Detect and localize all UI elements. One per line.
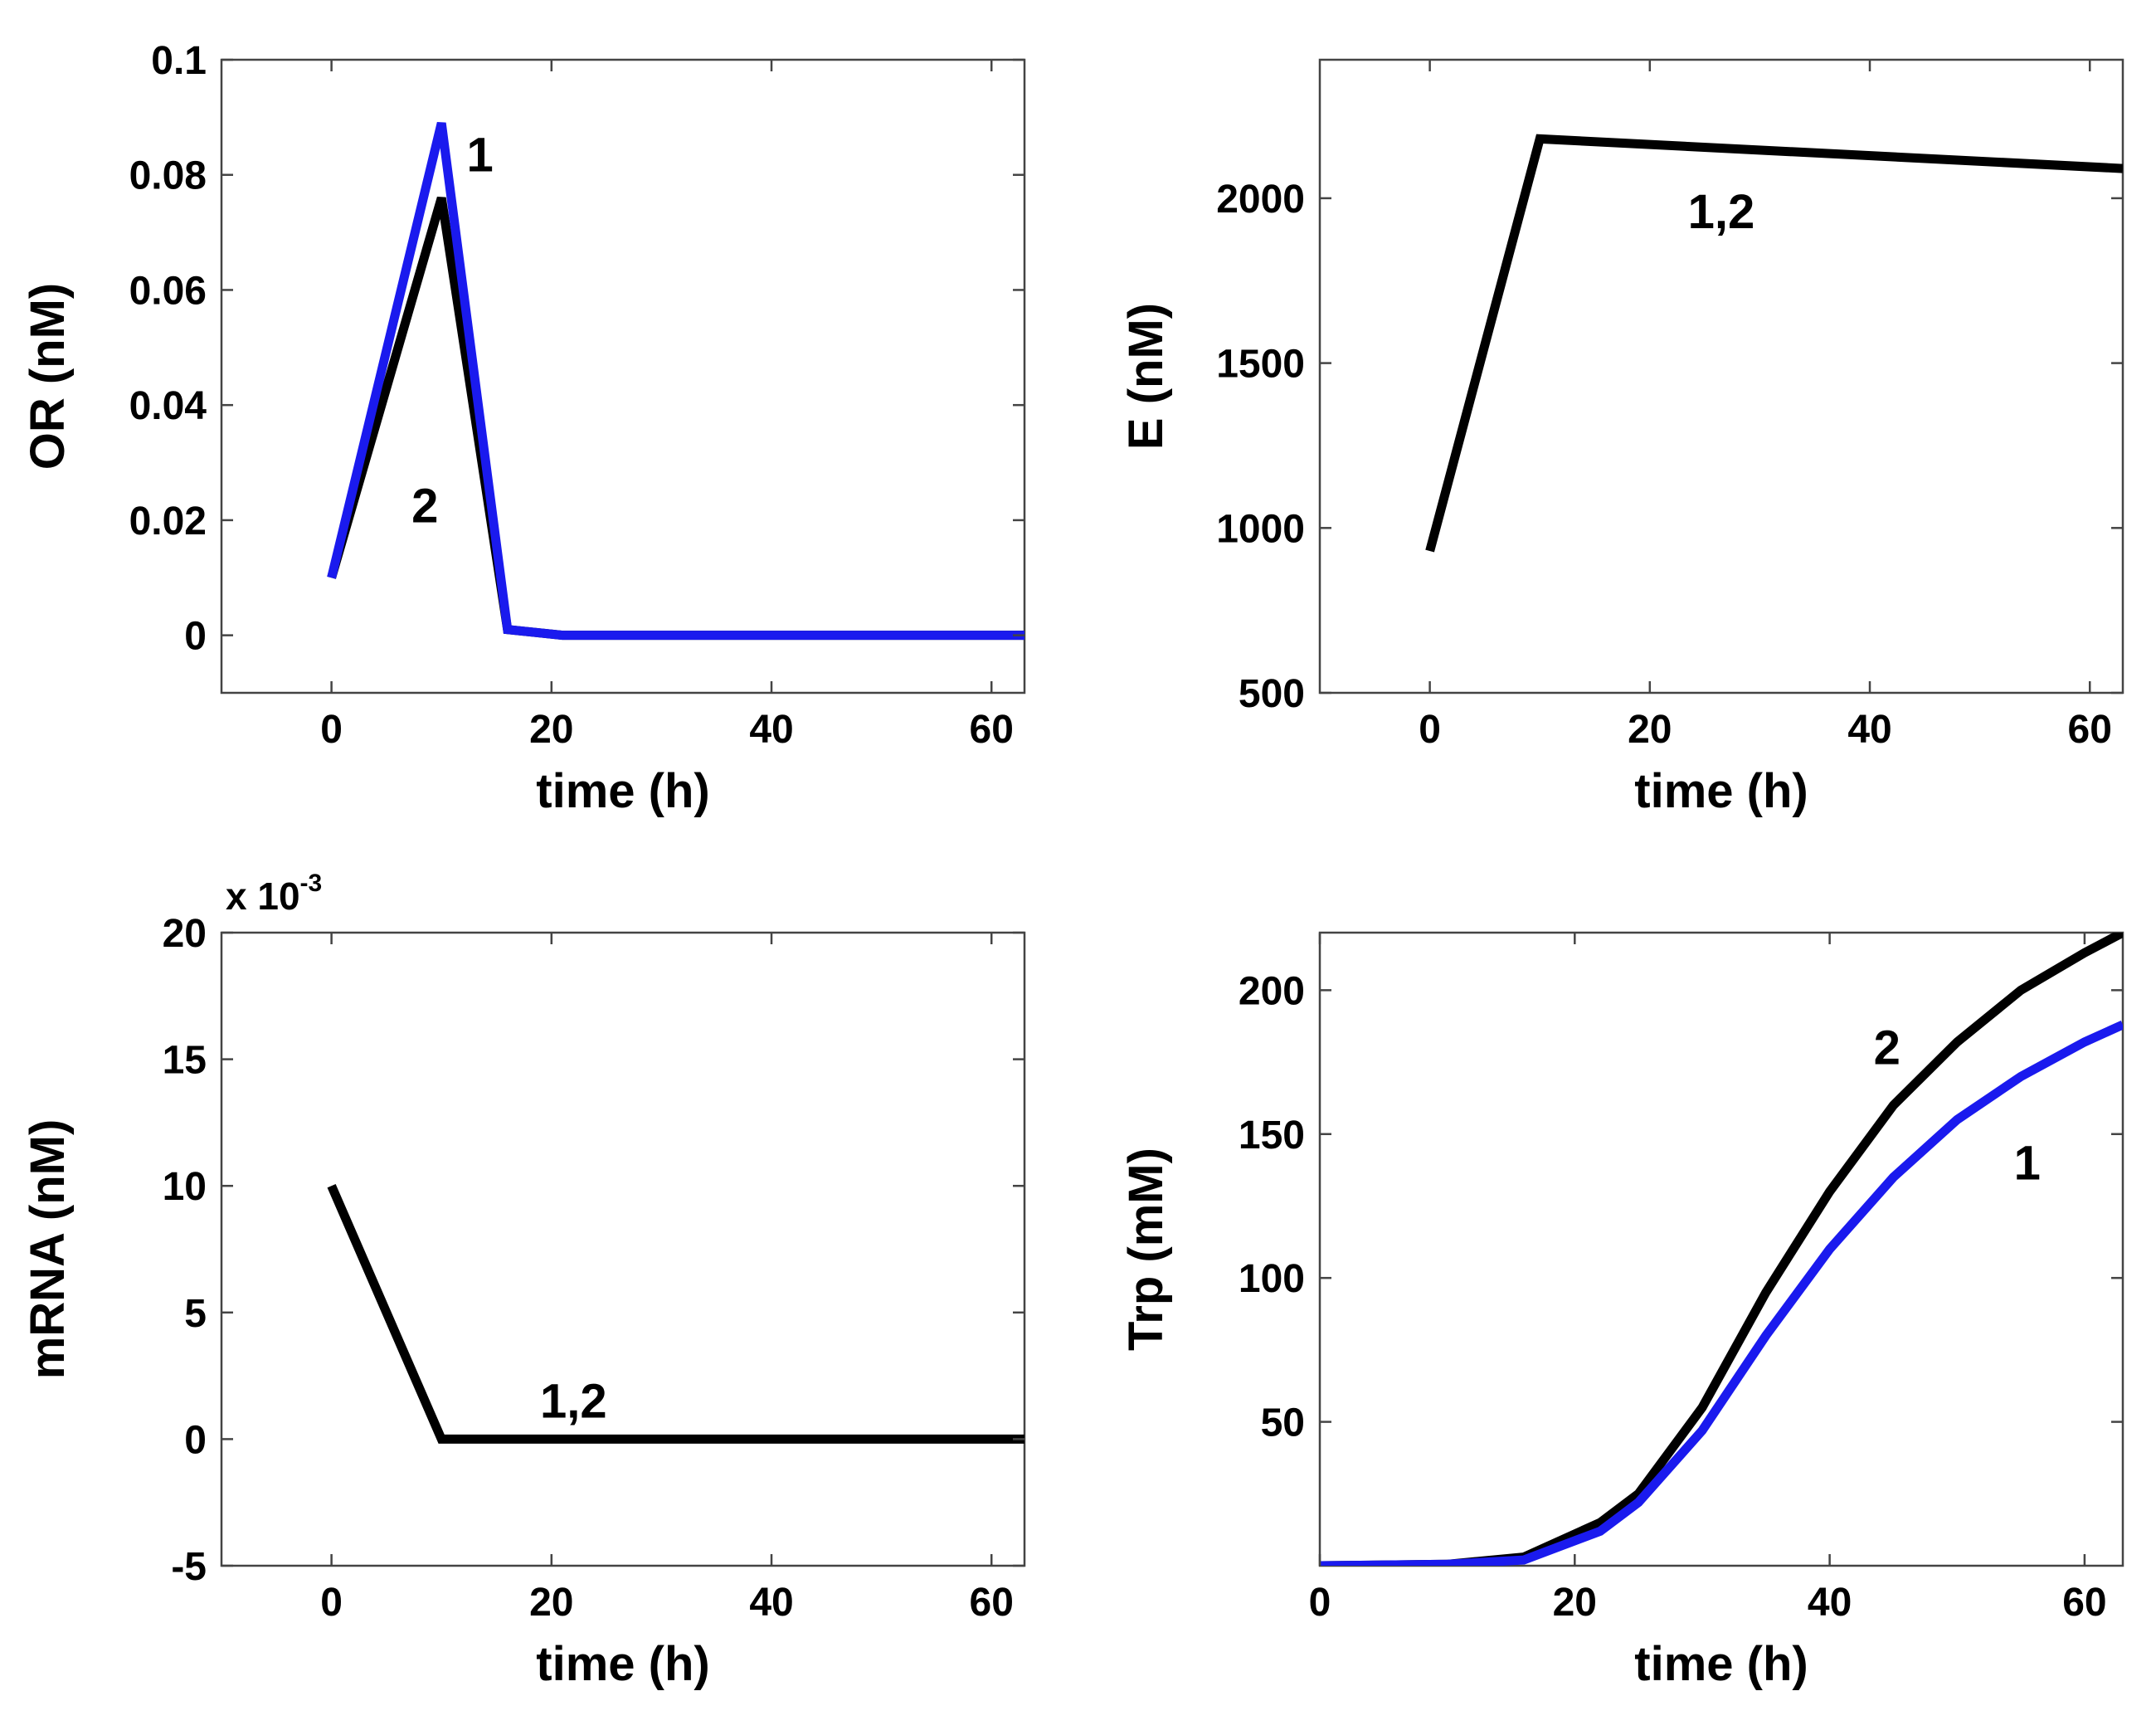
y-axis-label: OR (nM) <box>21 283 75 470</box>
y-tick-label: 50 <box>1261 1401 1305 1445</box>
x-tick-label: 40 <box>749 708 793 752</box>
y-tick-label: 5 <box>184 1292 207 1336</box>
y-tick-marks: 0 0.02 0.04 0.06 0.08 0.1 <box>129 39 1024 659</box>
x-tick-marks: 0 20 40 60 <box>1419 60 2112 752</box>
y-tick-label: 0.1 <box>151 39 207 83</box>
x-axis-label: time (h) <box>536 1637 709 1691</box>
x-tick-label: 40 <box>1847 708 1891 752</box>
y-tick-label: 0 <box>184 1418 207 1462</box>
y-axis-label: Trp (mM) <box>1119 1148 1173 1351</box>
y-tick-label: 200 <box>1239 969 1305 1013</box>
y-tick-label: 0 <box>184 615 207 659</box>
x-tick-label: 0 <box>1419 708 1441 752</box>
series-line-1 <box>1320 1020 2123 1566</box>
series-line-1 <box>327 122 1024 641</box>
y-tick-label: 10 <box>163 1165 207 1209</box>
x-tick-label: 20 <box>1553 1581 1597 1625</box>
series-lines <box>327 1184 1024 1444</box>
x-tick-label: 60 <box>2068 708 2112 752</box>
x-tick-label: 40 <box>749 1581 793 1625</box>
x-axis-label: time (h) <box>536 764 709 818</box>
series-annotation: 1 <box>466 128 493 182</box>
y-tick-label: 0.06 <box>129 269 207 313</box>
plot-frame <box>220 931 1026 1567</box>
y-scale-factor: x 10-3 <box>226 870 322 918</box>
plot-frame <box>1318 58 2124 694</box>
y-tick-label: 20 <box>163 912 207 956</box>
panel-or: 0 20 40 60 0 0.02 0.04 0.06 0.08 0.1 time (h) OR… <box>21 39 1026 818</box>
panel-trp: 0 20 40 60 50 100 150 200 time (h) Trp (mM) 2 1 <box>1119 931 2124 1691</box>
x-tick-label: 60 <box>970 708 1014 752</box>
x-tick-label: 20 <box>529 1581 573 1625</box>
y-axis-label: mRNA (nM) <box>21 1119 75 1380</box>
y-tick-label: 500 <box>1239 672 1305 716</box>
panel-mrna: 0 20 40 60 -5 0 5 10 15 20 time (h) mRNA (nM) x … <box>21 870 1026 1691</box>
series-annotation: 1 <box>2014 1136 2041 1190</box>
x-axis-label: time (h) <box>1634 764 1808 818</box>
series-annotation: 1,2 <box>540 1375 607 1429</box>
x-tick-marks: 0 20 40 60 <box>320 60 1014 752</box>
y-tick-label: 2000 <box>1216 178 1305 222</box>
scale-exponent: -3 <box>300 870 323 897</box>
series-lines <box>327 122 1024 641</box>
plot-frame <box>1318 931 2124 1567</box>
series-annotation: 2 <box>411 480 438 534</box>
y-tick-label: 150 <box>1239 1114 1305 1157</box>
x-tick-marks: 0 20 40 60 <box>320 933 1014 1625</box>
x-tick-label: 20 <box>529 708 573 752</box>
plot-frame <box>220 58 1026 694</box>
scale-base: x 10 <box>226 875 300 918</box>
series-line-2 <box>1320 933 2123 1566</box>
y-tick-marks: 500 1000 1500 2000 <box>1216 178 2123 716</box>
series-line-1-2 <box>327 1184 1024 1444</box>
x-tick-marks: 0 20 40 60 <box>1309 933 2107 1625</box>
series-line-1-2 <box>1425 134 2123 553</box>
y-tick-marks: 50 100 150 200 <box>1239 969 2123 1445</box>
y-tick-label: 100 <box>1239 1257 1305 1301</box>
x-tick-label: 0 <box>1309 1581 1331 1625</box>
series-lines <box>1425 134 2123 553</box>
y-tick-label: 1000 <box>1216 507 1305 551</box>
series-annotation: 2 <box>1874 1021 1900 1075</box>
y-tick-label: 0.04 <box>129 384 207 428</box>
x-tick-label: 60 <box>2062 1581 2106 1625</box>
x-tick-label: 40 <box>1808 1581 1852 1625</box>
x-axis-label: time (h) <box>1634 1637 1808 1691</box>
x-tick-label: 20 <box>1628 708 1672 752</box>
y-tick-label: -5 <box>171 1545 207 1589</box>
x-tick-label: 0 <box>320 708 343 752</box>
series-lines <box>1320 933 2123 1566</box>
y-tick-label: 1500 <box>1216 343 1305 387</box>
y-tick-label: 0.02 <box>129 500 207 543</box>
y-axis-label: E (nM) <box>1119 303 1173 450</box>
y-tick-marks: -5 0 5 10 15 20 <box>163 912 1024 1589</box>
y-tick-label: 15 <box>163 1039 207 1083</box>
x-tick-label: 0 <box>320 1581 343 1625</box>
y-tick-label: 0.08 <box>129 154 207 198</box>
series-line-2 <box>327 196 1024 641</box>
x-tick-label: 60 <box>970 1581 1014 1625</box>
series-annotation: 1,2 <box>1688 185 1755 239</box>
